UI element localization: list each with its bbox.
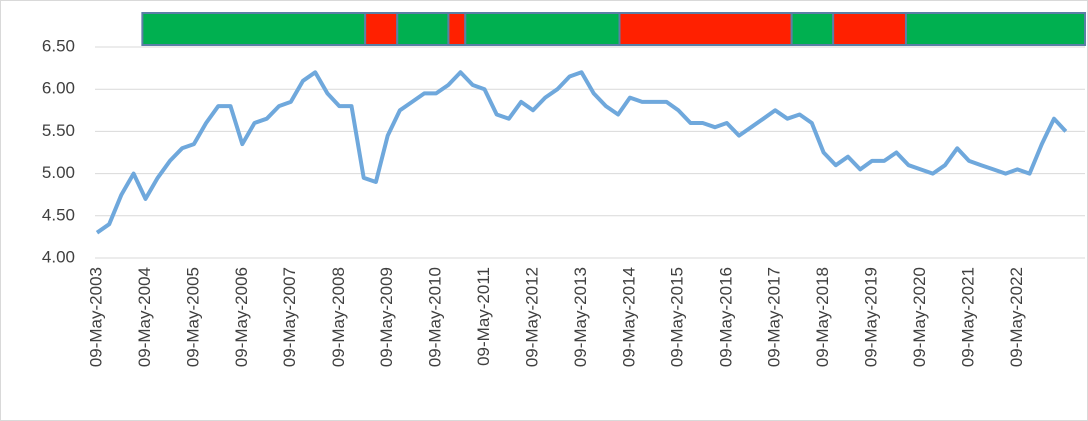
x-tick-label: 09-May-2018 — [813, 267, 832, 367]
x-tick-label: 09-May-2004 — [135, 267, 154, 367]
regime-band — [790, 12, 835, 46]
regime-band — [904, 12, 1086, 46]
regime-band — [832, 12, 907, 46]
regime-band — [618, 12, 793, 46]
x-tick-label: 09-May-2005 — [183, 267, 202, 367]
regime-band — [141, 12, 367, 46]
x-tick-label: 09-May-2013 — [571, 267, 590, 367]
y-tick-label: 6.50 — [42, 36, 75, 55]
x-tick-label: 09-May-2016 — [716, 267, 735, 367]
x-tick-label: 09-May-2017 — [765, 267, 784, 367]
regime-band — [364, 12, 399, 46]
x-tick-label: 09-May-2011 — [474, 267, 493, 366]
x-tick-label: 09-May-2009 — [377, 267, 396, 367]
regime-band — [447, 12, 467, 46]
x-tick-label: 09-May-2019 — [862, 267, 881, 367]
y-tick-label: 4.50 — [42, 205, 75, 224]
x-tick-label: 09-May-2014 — [619, 267, 638, 367]
y-tick-label: 5.50 — [42, 121, 75, 140]
x-tick-label: 09-May-2007 — [280, 267, 299, 367]
x-tick-label: 09-May-2020 — [910, 267, 929, 367]
x-tick-label: 09-May-2003 — [86, 267, 105, 367]
x-tick-label: 09-May-2022 — [1007, 267, 1026, 367]
x-tick-label: 09-May-2012 — [523, 267, 542, 367]
y-tick-label: 6.00 — [42, 79, 75, 98]
series-line — [95, 70, 1068, 235]
x-tick-label: 09-May-2015 — [668, 267, 687, 367]
x-tick-label: 09-May-2008 — [329, 267, 348, 367]
x-tick-label: 09-May-2021 — [958, 267, 977, 367]
regime-band — [464, 12, 621, 46]
x-tick-label: 09-May-2006 — [232, 267, 251, 367]
y-tick-label: 5.00 — [42, 163, 75, 182]
x-tick-label: 09-May-2010 — [426, 267, 445, 367]
regime-band — [396, 12, 450, 46]
y-tick-label: 4.00 — [42, 247, 75, 266]
